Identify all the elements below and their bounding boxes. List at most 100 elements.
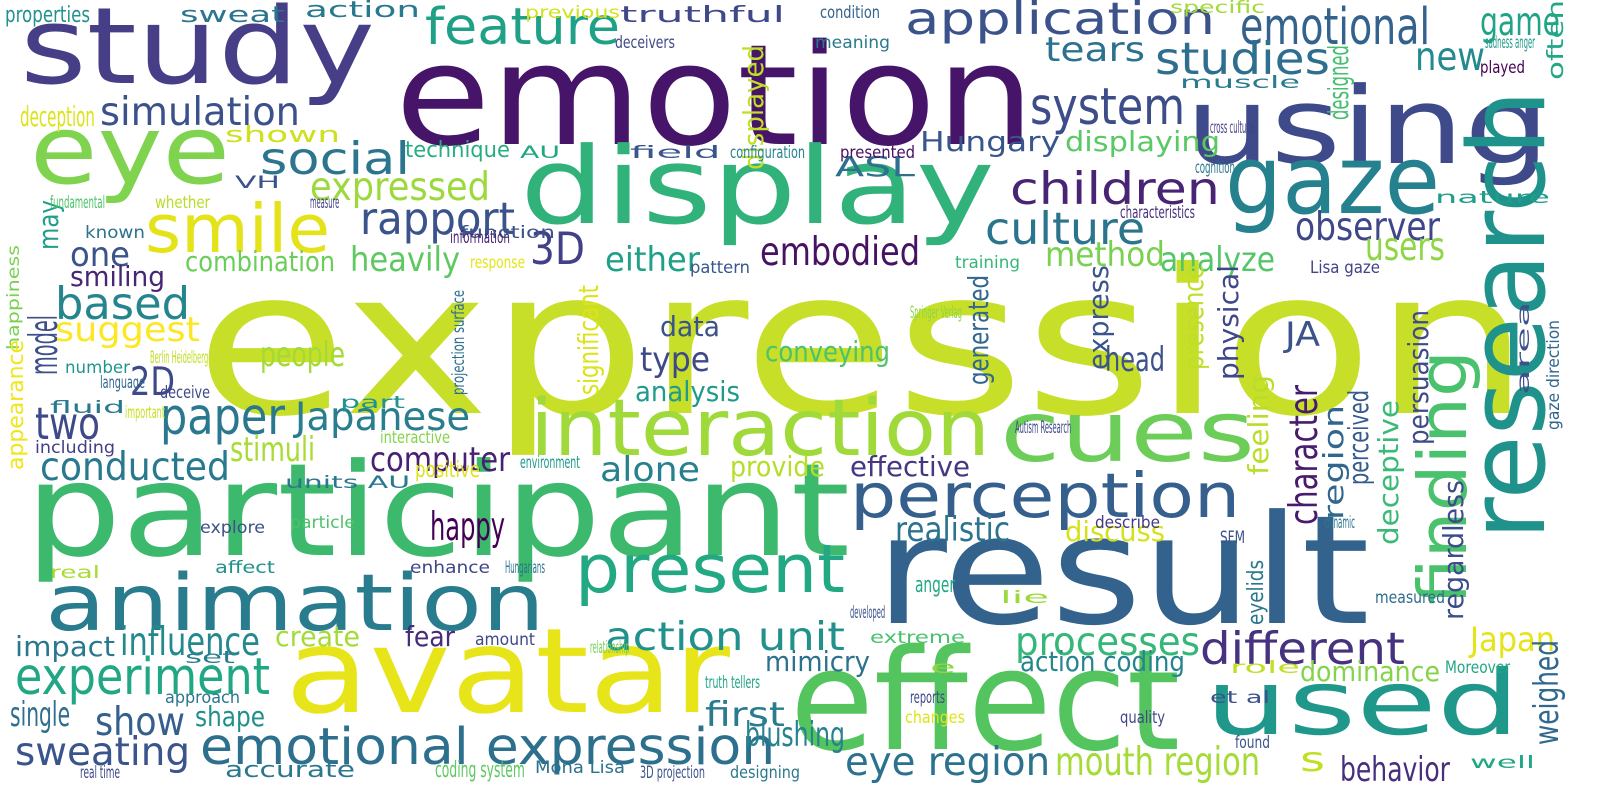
word-springer-verlag: Springer Verlag — [910, 301, 962, 322]
word-often: often — [1543, 0, 1569, 80]
word-gaze-direction: gaze direction — [1543, 319, 1563, 430]
word-impact: impact — [15, 630, 116, 664]
word-s: s — [1300, 739, 1326, 779]
word-children: children — [1010, 162, 1220, 216]
word-number: number — [65, 356, 130, 377]
word-either: either — [605, 239, 701, 279]
word-lisa-gaze: Lisa gaze — [1310, 256, 1380, 277]
word-quality: quality — [1120, 706, 1166, 727]
word-lie: lie — [1000, 586, 1050, 607]
word-designing: designing — [730, 761, 801, 782]
word-observer: observer — [1295, 204, 1441, 250]
word-amount: amount — [475, 628, 536, 649]
word-provide: provide — [730, 450, 825, 484]
word-well: well — [1470, 751, 1536, 772]
word-studies: studies — [1155, 32, 1330, 86]
word-study: study — [20, 0, 375, 109]
word-two: two — [35, 397, 100, 451]
word-au: AU — [520, 141, 560, 162]
word-paper: paper — [160, 386, 286, 446]
word-field: field — [630, 141, 721, 162]
word-approach: approach — [165, 686, 240, 707]
word-head: head — [1105, 339, 1166, 379]
word-express: express — [1082, 264, 1115, 370]
word-cross-cultural: cross cultural — [1210, 116, 1255, 137]
word-hungary: Hungary — [920, 125, 1061, 159]
word-conveying: conveying — [765, 335, 890, 369]
word-region: region — [1317, 404, 1350, 520]
word-truthful: truthful — [620, 1, 785, 28]
word-weighed: weighed — [1527, 640, 1566, 745]
word-real: real — [50, 561, 101, 582]
word-emotional-expression: emotional expression — [200, 716, 776, 776]
word-expressed: expressed — [310, 164, 491, 210]
word-animation: animation — [45, 558, 546, 650]
word-mona-lisa: Mona Lisa — [535, 756, 626, 777]
word-physical: physical — [1212, 264, 1245, 380]
word-configuration: configuration — [730, 141, 806, 162]
word-new: new — [1415, 34, 1485, 80]
word-game: game — [1480, 0, 1561, 45]
word-system: system — [1030, 76, 1186, 136]
word-significant: significant — [572, 284, 605, 395]
word-characteristics: characteristics — [1120, 201, 1196, 222]
word-autism-research: Autism Research — [1015, 416, 1072, 437]
word-blushing: blushing — [745, 714, 845, 754]
word-analysis: analysis — [635, 375, 740, 409]
word-feeling: feeling — [1242, 375, 1275, 475]
word-mouth-region: mouth region — [1055, 739, 1261, 785]
word-muscle: muscle — [1180, 71, 1301, 92]
word-discuss: discuss — [1065, 515, 1166, 549]
word-nature: nature — [1435, 186, 1551, 207]
word-sfm: SFM — [1220, 526, 1246, 547]
word-displaying: displaying — [1065, 125, 1221, 159]
word-embodied: embodied — [760, 229, 921, 275]
word-appearance: appearance — [3, 339, 29, 470]
word-e: e — [930, 656, 956, 677]
word-gaze: gaze — [1225, 126, 1441, 237]
word-fundamental: fundamental — [50, 191, 105, 212]
word-first: first — [705, 694, 785, 734]
word-interaction: interaction — [530, 383, 990, 475]
word-reports: reports — [910, 686, 945, 707]
word-users: users — [1365, 224, 1445, 270]
word-function: function — [460, 221, 556, 242]
word-processes: processes — [1015, 619, 1200, 665]
word-previous: previous — [525, 1, 620, 22]
word-set: set — [185, 646, 236, 667]
word-realistic: realistic — [895, 509, 1010, 549]
word-behavior: behavior — [1340, 749, 1450, 789]
word-eye-region: eye region — [845, 739, 1051, 785]
word-developed: developed — [850, 601, 886, 622]
word-moreover: Moreover — [1445, 656, 1511, 677]
word-measured: measured — [1375, 586, 1446, 607]
word-application: application — [905, 0, 1216, 46]
word-type: type — [640, 339, 710, 379]
word-expression: expression — [195, 225, 1531, 461]
word-asl: ASL — [835, 150, 916, 184]
word-response: response — [470, 251, 526, 272]
word-cues: cues — [1000, 382, 1256, 481]
word-avatar: avatar — [285, 602, 730, 740]
word-culture: culture — [985, 202, 1146, 256]
word-interactive: interactive — [380, 426, 451, 447]
word-eyelids: eyelids — [1243, 559, 1269, 625]
word-computer: computer — [370, 439, 511, 479]
word-designed: designed — [1322, 45, 1355, 120]
word-meaning: meaning — [815, 31, 891, 52]
word-sadness-anger: sadness anger — [1485, 31, 1536, 52]
word-effective: effective — [850, 450, 970, 484]
word-known: known — [85, 221, 145, 242]
word-dynamic: dynamic — [1325, 511, 1355, 532]
word-technique: technique — [405, 136, 510, 163]
word-stimuli: stimuli — [230, 429, 316, 469]
word-sweating: sweating — [15, 729, 190, 775]
word-condition: condition — [820, 1, 880, 22]
word-accurate: accurate — [225, 756, 355, 783]
word-shape: shape — [195, 700, 265, 734]
word-particle: particle — [290, 511, 356, 532]
word-create: create — [275, 620, 360, 654]
word-happiness: happiness — [3, 245, 23, 350]
word-social: social — [260, 132, 410, 186]
